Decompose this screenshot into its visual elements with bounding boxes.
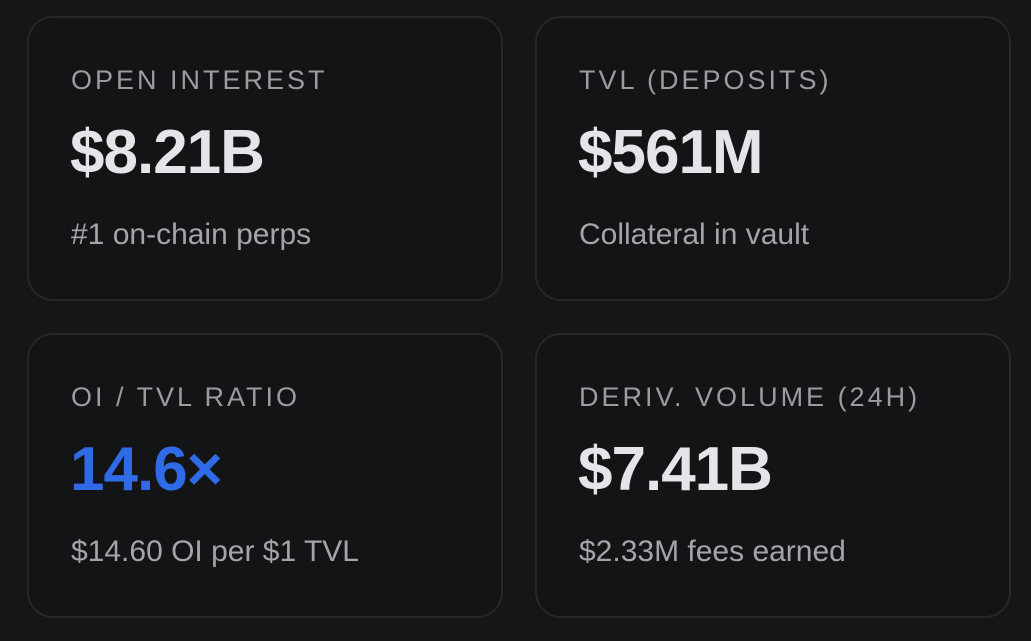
card-label: OPEN INTEREST: [71, 65, 328, 95]
oi-tvl-ratio-card: OI / TVL RATIO 14.6× $14.60 OI per $1 TV…: [27, 333, 503, 618]
card-subtext: $14.60 OI per $1 TVL: [71, 535, 359, 568]
tvl-deposits-card: TVL (DEPOSITS) $561M Collateral in vault: [535, 16, 1011, 301]
card-value: 14.6×: [70, 435, 223, 504]
card-subtext: $2.33M fees earned: [579, 535, 846, 568]
card-label: DERIV. VOLUME (24H): [579, 382, 921, 412]
card-label: OI / TVL RATIO: [71, 382, 301, 412]
card-subtext: #1 on-chain perps: [71, 218, 312, 251]
card-value: $8.21B: [70, 118, 265, 187]
card-label: TVL (DEPOSITS): [579, 65, 832, 95]
deriv-volume-card: DERIV. VOLUME (24H) $7.41B $2.33M fees e…: [535, 333, 1011, 618]
card-subtext: Collateral in vault: [579, 218, 810, 251]
card-value: $561M: [578, 118, 764, 187]
open-interest-card: OPEN INTEREST $8.21B #1 on-chain perps: [27, 16, 503, 301]
card-value: $7.41B: [578, 435, 773, 504]
